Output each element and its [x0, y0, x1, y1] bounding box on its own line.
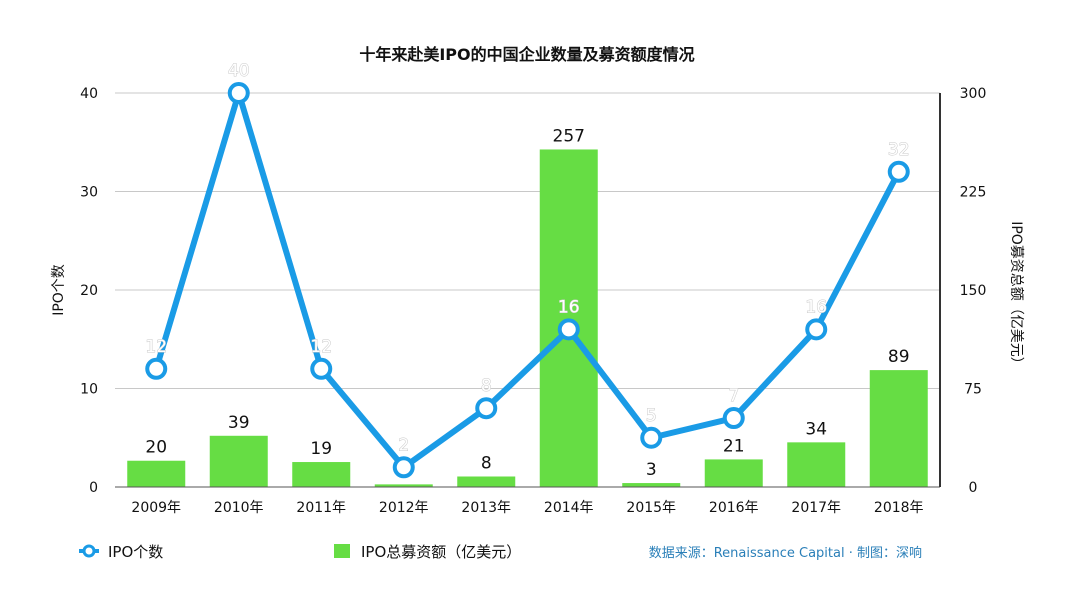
y2-tick-label: 300	[960, 86, 987, 102]
y-tick-label: 40	[80, 86, 98, 102]
bar-value-label: 39	[228, 413, 250, 433]
x-tick-label: 2014年	[544, 500, 594, 516]
y-tick-label: 30	[80, 185, 98, 201]
line-point	[392, 456, 415, 479]
line-point-label: 7	[728, 386, 739, 406]
bar-labels: 20 39 19 2 8 257 3 21 34 89	[145, 126, 909, 481]
legend-bar-swatch	[334, 544, 350, 558]
line-point-label: 16	[558, 297, 580, 317]
y-tick-label: 0	[89, 480, 98, 496]
line-point	[557, 318, 580, 341]
x-tick-label: 2011年	[296, 500, 346, 516]
line-point-label: 8	[481, 376, 492, 396]
line-point-label: 16	[805, 297, 827, 317]
bar	[787, 442, 846, 487]
x-tick-label: 2009年	[131, 500, 181, 516]
bar-series	[127, 149, 928, 487]
x-tick-label: 2013年	[461, 500, 511, 516]
legend-bar-label: IPO总募资额（亿美元）	[361, 543, 521, 561]
x-tick-label: 2016年	[709, 500, 759, 516]
bar	[209, 435, 268, 487]
line-point	[640, 426, 663, 449]
bar-value-label: 257	[553, 126, 585, 146]
legend: IPO个数 IPO总募资额（亿美元） 数据来源：Renaissance Capi…	[79, 543, 922, 561]
line-point	[310, 357, 333, 380]
line-point	[145, 357, 168, 380]
chart-title: 十年来赴美IPO的中国企业数量及募资额度情况	[359, 45, 694, 64]
line-point	[887, 160, 910, 183]
y-tick-label: 20	[80, 283, 98, 299]
bar-value-label: 19	[310, 439, 332, 459]
bar	[374, 484, 433, 487]
y2-tick-label: 75	[964, 382, 982, 398]
x-tick-label: 2010年	[214, 500, 264, 516]
source-note: 数据来源：Renaissance Capital · 制图：深响	[649, 545, 922, 561]
bar-value-label: 3	[646, 460, 657, 480]
bar	[704, 459, 763, 487]
y-tick-label: 10	[80, 382, 98, 398]
line-point	[227, 82, 250, 104]
line-point-label: 5	[646, 406, 657, 426]
line-point-label: 12	[145, 337, 167, 357]
bar-value-label: 89	[888, 347, 910, 367]
legend-line-label: IPO个数	[108, 543, 163, 561]
bar	[292, 462, 351, 487]
line-point	[475, 397, 498, 420]
line-point	[722, 407, 745, 430]
bar	[539, 149, 598, 487]
gridlines	[115, 92, 940, 389]
x-tick-label: 2012年	[379, 500, 429, 516]
line-point-label: 12	[310, 337, 332, 357]
y-axis-title: IPO个数	[51, 264, 67, 316]
line-path	[153, 90, 902, 471]
line-point-label: 32	[888, 140, 910, 160]
bar	[127, 460, 186, 487]
line-series: 12 40 12 2 8 16 5 7 16 32	[145, 61, 910, 479]
y2-axis-title: IPO募资总额（亿美元）	[1008, 221, 1024, 371]
y2-tick-label: 0	[969, 480, 978, 496]
y2-tick-label: 150	[960, 283, 987, 299]
x-tick-label: 2018年	[874, 500, 924, 516]
bar-value-label: 8	[481, 453, 492, 473]
bar-value-label: 20	[145, 438, 167, 458]
bar	[869, 370, 928, 487]
bar	[457, 476, 516, 487]
x-axis-ticks: 2009年 2010年 2011年 2012年 2013年 2014年 2015年 2016年…	[131, 500, 923, 516]
line-point-label: 40	[228, 61, 250, 81]
y2-tick-label: 225	[960, 185, 987, 201]
x-tick-label: 2017年	[791, 500, 841, 516]
line-point	[805, 318, 828, 341]
line-point-label: 2	[398, 435, 409, 455]
left-axis-ticks: 0 10 20 30 40	[80, 86, 98, 496]
bar-value-label: 34	[805, 419, 827, 439]
bar	[622, 483, 681, 487]
legend-line-marker-icon	[82, 544, 96, 558]
right-axis-ticks: 0 75 150 225 300	[960, 86, 987, 496]
bar-value-label: 21	[723, 436, 745, 456]
x-tick-label: 2015年	[626, 500, 676, 516]
